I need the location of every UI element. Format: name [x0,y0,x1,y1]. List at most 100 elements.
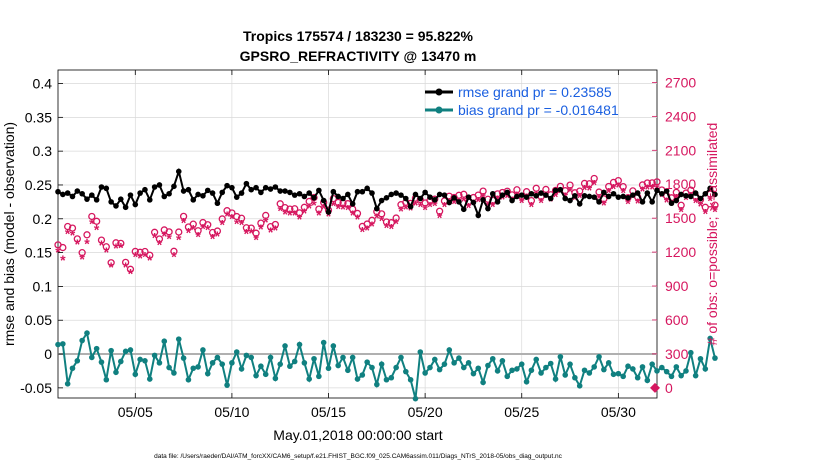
bias-point [161,338,168,344]
y-left-tick-label: 0.05 [25,312,52,328]
y-right-tick-label: 2100 [665,142,696,158]
rmse-point [287,189,293,196]
bias-point [581,367,588,374]
bias-point [122,348,129,355]
bias-point [634,374,641,381]
bias-point [523,378,530,385]
obs-assimilated-point: * [664,194,670,210]
bias-point [137,356,143,363]
obs-possible-point [382,218,391,226]
bias-point [630,366,636,372]
bias-point [596,353,602,360]
obs-assimilated-point: * [413,197,419,213]
obs-assimilated-point: * [340,201,346,217]
rmse-point [620,193,626,200]
obs-possible-point [189,220,197,228]
rmse-point [200,192,206,199]
obs-possible-point [281,203,289,212]
obs-assimilated-point: * [442,199,448,215]
rmse-point [214,200,221,207]
bias-point [74,358,81,364]
bias-point [431,356,438,363]
obs-possible-point [305,197,313,206]
rmse-point [190,197,197,203]
obs-assimilated-point: * [152,230,158,246]
obs-assimilated-point: * [645,181,651,197]
rmse-point [634,190,641,196]
obs-possible-point [102,243,110,251]
bias-point [678,372,684,379]
obs-assimilated-point: * [331,197,337,213]
bias-point [335,362,341,369]
obs-assimilated-point: * [171,249,177,265]
bias-point [383,376,390,383]
obs-assimilated-point: * [65,225,71,241]
rmse-point [538,190,544,196]
obs-possible-point [237,214,246,222]
obs-possible-point [146,251,154,259]
obs-possible-point [353,209,362,218]
obs-assimilated-point: * [220,216,226,232]
bias-point [504,373,511,380]
rmse-point [142,186,148,193]
rmse-point [354,188,361,195]
rmse-point [547,195,554,202]
rmse-point [64,190,71,196]
obs-possible-point [204,221,212,229]
bias-point [663,368,670,375]
bias-point [615,370,622,377]
rmse-point [55,188,61,195]
rmse-point [364,185,370,192]
obs-assimilated-point: * [195,228,201,244]
obs-assimilated-point: * [157,237,163,253]
obs-assimilated-point: * [693,195,699,211]
bias-point [456,355,462,361]
bias-point [277,361,284,367]
y-left-tick-label: 0 [44,346,52,362]
obs-possible-point [387,219,395,227]
rmse-point [60,191,66,198]
obs-assimilated-point: * [403,201,409,217]
bias-point [436,366,443,373]
obs-assimilated-point: * [355,211,361,227]
obs-possible-point [614,176,623,185]
rmse-point [296,190,303,197]
obs-assimilated-point: * [55,244,61,260]
bias-point [287,363,293,370]
obs-assimilated-point: * [553,189,559,205]
rmse-point [262,184,269,191]
rmse-point [209,190,216,196]
y-left-tick-label: -0.05 [20,380,52,396]
bias-point [209,360,216,366]
obs-assimilated-point: * [282,206,288,222]
rmse-point [639,199,646,205]
bias-point [354,376,361,382]
bias-point [659,364,665,371]
obs-possible-point [179,212,188,221]
rmse-point [683,192,689,199]
bias-point [591,364,598,370]
bias-point [340,354,346,361]
rmse-point [388,191,395,198]
rmse-point [523,194,530,200]
bias-point [470,370,477,377]
obs-possible-point [334,198,342,207]
bias-point [229,360,235,366]
rmse-point [195,191,201,198]
obs-possible-point [513,186,521,194]
bias-point [190,365,197,372]
bias-point [460,364,467,371]
rmse-point [441,192,448,198]
obs-possible-point [701,203,709,211]
obs-assimilated-point: * [258,221,264,237]
bias-point [301,360,308,366]
obs-possible-point [208,228,217,237]
rmse-point [146,197,153,203]
obs-assimilated-point: * [451,196,457,212]
bias-point [644,377,651,384]
bias-point [668,373,675,380]
obs-assimilated-point: * [277,202,283,218]
bias-point [262,371,269,378]
bias-point [552,376,559,382]
bias-point [233,349,240,355]
